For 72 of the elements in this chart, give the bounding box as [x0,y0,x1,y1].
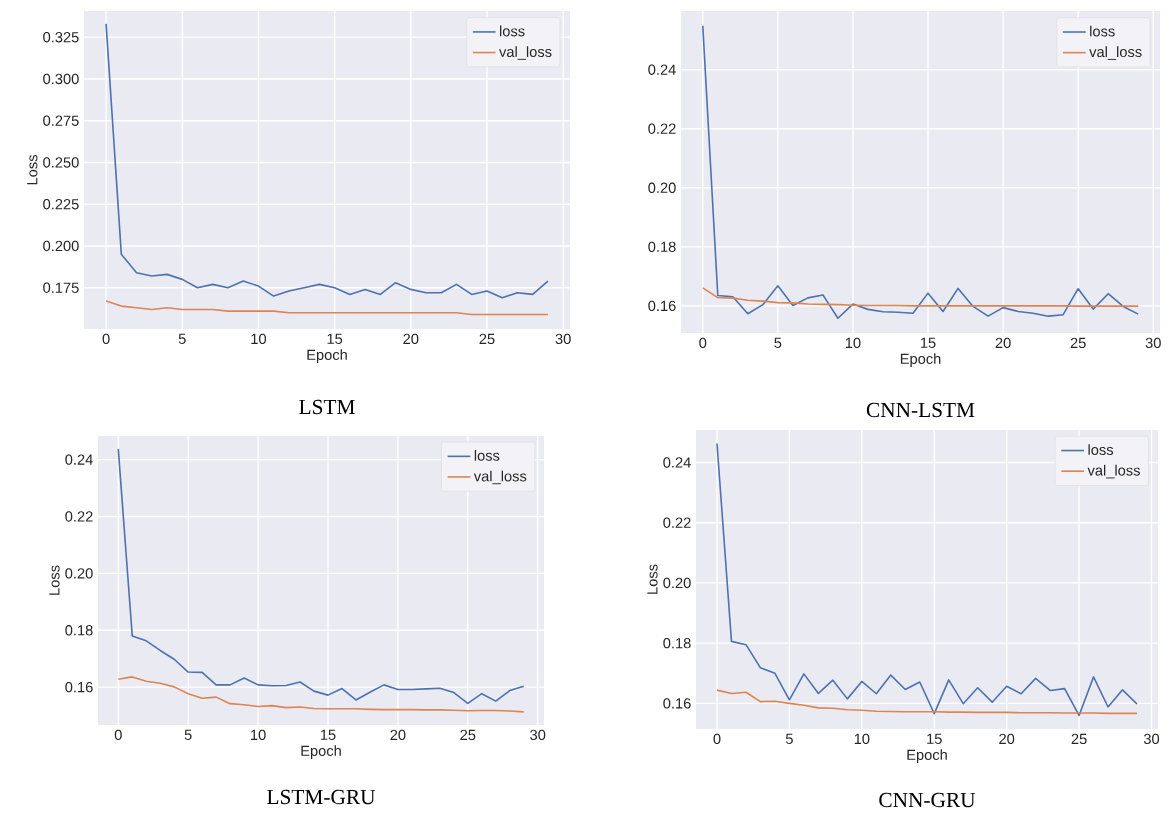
legend-label: val_loss [499,46,552,60]
legend-label: loss [500,25,525,37]
x-tick-label: 30 [1143,733,1160,745]
y-tick-label: 0.16 [663,698,691,709]
legend-label: val_loss [1089,46,1142,60]
y-tick-label: 0.225 [43,199,79,210]
y-tick-label: 0.24 [648,64,676,75]
y-tick-label: 0.175 [43,282,79,293]
y-tick-label: 0.20 [65,568,93,579]
x-tick-label: 25 [479,333,495,345]
x-tick-label: 25 [460,729,476,741]
text: LSTM-GRU [267,789,376,805]
y-tick-label: 0.250 [43,157,79,168]
x-tick-label: 15 [320,729,336,740]
legend-label: loss [1090,25,1115,37]
y-tick-label: 0.24 [663,457,691,468]
x-tick-label: 10 [845,337,861,349]
y-tick-label: 0.22 [648,123,676,134]
y-axis-title: Loss [647,564,658,594]
x-tick-label: 15 [920,337,936,348]
x-tick-label: 15 [327,333,343,344]
x-tick-label: 5 [774,337,782,348]
y-tick-label: 0.200 [43,240,79,252]
x-tick-label: 0 [699,337,707,349]
y-tick-label: 0.20 [663,577,691,589]
x-tick-label: 20 [390,729,406,741]
x-tick-label: 5 [184,729,192,740]
x-tick-label: 5 [785,733,793,744]
x-tick-label: 10 [854,733,870,745]
y-tick-label: 0.20 [648,182,676,193]
x-tick-label: 25 [1071,733,1087,745]
y-tick-label: 0.275 [43,115,79,126]
x-tick-label: 30 [555,333,571,345]
text: CNN-LSTM [866,402,975,418]
line-series [117,448,525,705]
x-tick-label: 25 [1070,337,1086,349]
y-tick-label: 0.22 [663,517,691,528]
line-series [701,24,1140,320]
legend-label: val_loss [1087,464,1140,479]
x-axis-title: Epoch [301,745,341,759]
x-axis-title: Epoch [900,353,941,367]
x-tick-label: 20 [999,733,1015,745]
y-tick-label: 0.300 [43,73,79,85]
x-tick-label: 20 [995,337,1011,349]
legend-label: loss [1088,444,1114,456]
x-tick-label: 30 [530,729,546,741]
x-tick-label: 20 [403,333,419,345]
y-tick-label: 0.18 [65,625,93,636]
x-tick-label: 15 [927,733,942,744]
y-tick-label: 0.22 [65,511,93,522]
x-tick-label: 0 [713,733,721,745]
y-axis-title: Loss [27,155,38,185]
y-axis-title: Loss [49,565,60,595]
legend-label: val_loss [473,470,527,485]
x-axis-title: Epoch [307,349,347,363]
y-tick-label: 0.16 [648,300,676,312]
x-tick-label: 10 [251,729,266,741]
x-tick-label: 0 [102,333,110,345]
x-tick-label: 10 [251,333,267,345]
y-tick-label: 0.325 [43,32,79,43]
x-tick-label: 0 [114,729,122,741]
x-tick-label: 5 [178,333,186,344]
x-axis-title: Epoch [907,749,947,763]
line-series [716,442,1138,717]
y-tick-label: 0.18 [663,637,691,649]
text: CNN-GRU [879,792,976,808]
x-tick-label: 30 [1145,337,1161,349]
y-tick-label: 0.24 [65,454,93,465]
y-tick-label: 0.18 [648,241,676,252]
y-tick-label: 0.16 [65,681,93,693]
legend-label: loss [474,450,500,461]
text: LSTM [299,399,355,415]
